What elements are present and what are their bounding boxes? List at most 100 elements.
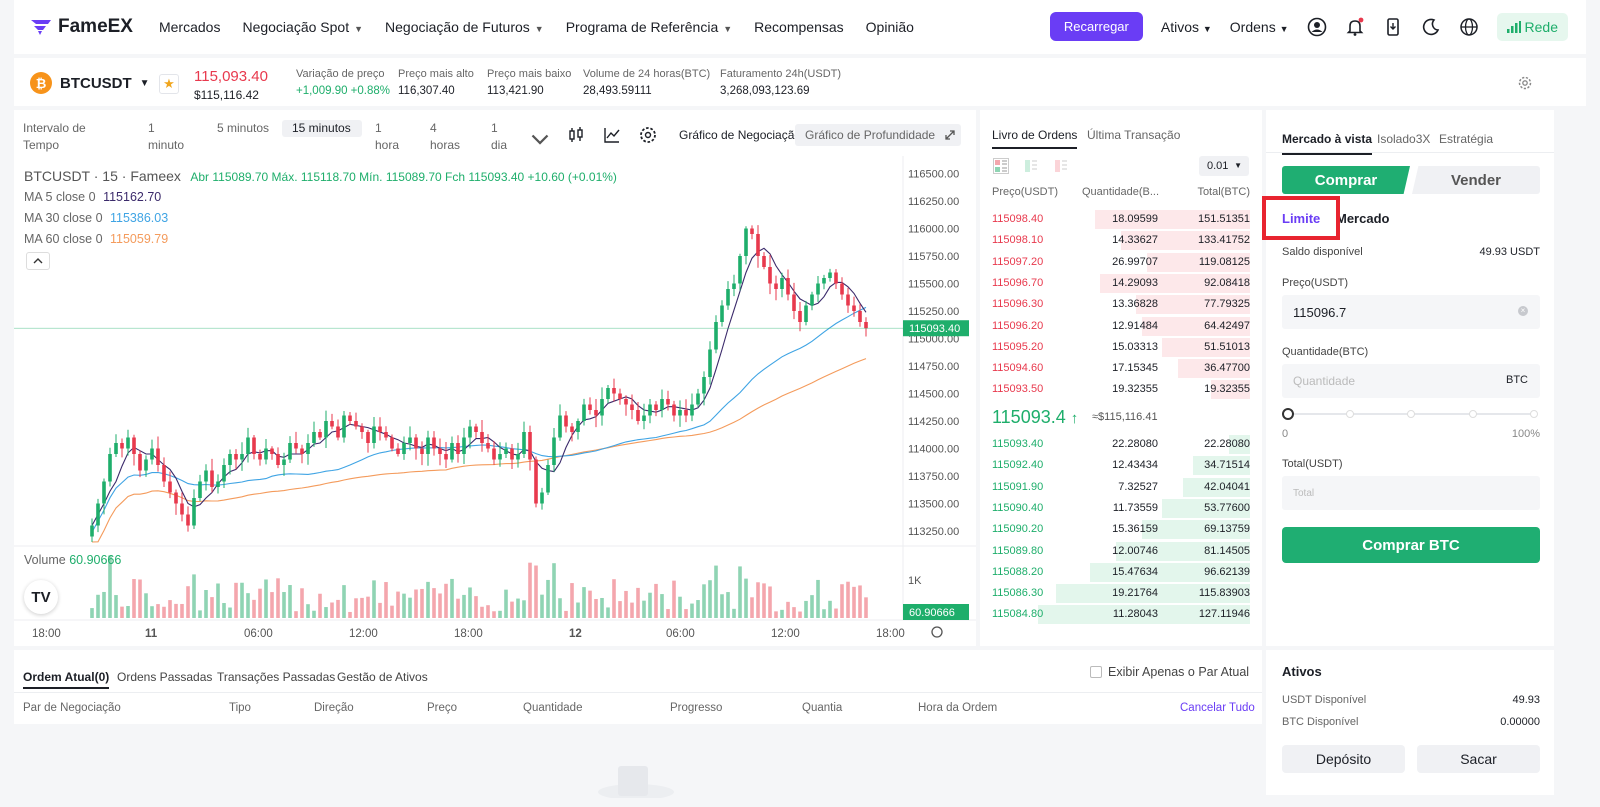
cancel-all-link[interactable]: Cancelar Tudo	[1180, 702, 1255, 714]
candle-body	[576, 421, 580, 432]
tab-depth-chart[interactable]: Gráfico de Profundidade	[795, 124, 946, 146]
buy-tab[interactable]: Comprar	[1282, 166, 1410, 194]
bid-row[interactable]: 115093.40 22.28080 22.28080	[980, 434, 1262, 455]
candle-body	[516, 454, 520, 460]
nav-markets[interactable]: Mercados	[158, 19, 221, 35]
price-input[interactable]: 115096.7 ×	[1282, 295, 1540, 329]
only-current-pair-checkbox[interactable]: Exibir Apenas o Par Atual	[1090, 665, 1249, 679]
tab-isolated[interactable]: Isolado3X	[1377, 132, 1431, 146]
ask-row[interactable]: 115098.40 18.09599 151.51351	[980, 209, 1262, 230]
ask-row[interactable]: 115095.20 15.03313 51.51013	[980, 337, 1262, 358]
nav-feedback[interactable]: Opinião	[865, 19, 914, 35]
ask-row[interactable]: 115096.20 12.91484 64.42497	[980, 316, 1262, 337]
total-input[interactable]: Total	[1282, 476, 1540, 510]
y-tick-label: 115750.00	[908, 251, 959, 263]
quantity-input[interactable]: Quantidade BTC	[1282, 364, 1540, 398]
settings-gear-icon[interactable]	[1518, 76, 1532, 90]
tab-strategy[interactable]: Estratégia	[1439, 132, 1494, 146]
interval-5m[interactable]: 5 minutos	[217, 121, 270, 135]
nav-spot[interactable]: Negociação Spot ▼	[242, 19, 363, 35]
row-total: 77.79325	[1204, 298, 1250, 311]
sell-tab[interactable]: Vender	[1412, 166, 1540, 194]
ask-row[interactable]: 115094.60 17.15345 36.47700	[980, 358, 1262, 379]
interval-1h[interactable]: 1 hora	[375, 121, 400, 152]
interval-15m[interactable]: 15 minutos	[282, 120, 362, 137]
tab-spot[interactable]: Mercado à vista	[1282, 132, 1373, 155]
ask-row[interactable]: 115098.10 14.33627 133.41752	[980, 230, 1262, 251]
nav-rewards[interactable]: Recompensas	[754, 19, 844, 35]
interval-4h[interactable]: 4 horas	[430, 121, 461, 152]
bid-row[interactable]: 115088.20 15.47634 96.62139	[980, 562, 1262, 583]
bid-row[interactable]: 115091.90 7.32527 42.04041	[980, 477, 1262, 498]
pair-selector[interactable]: ₿ BTCUSDT ▼	[30, 72, 150, 94]
main-nav: Mercados Negociação Spot ▼ Negociação de …	[159, 19, 914, 35]
tab-asset-management[interactable]: Gestão de Ativos	[337, 670, 428, 684]
deposit-button[interactable]: Depósito	[1282, 745, 1405, 773]
chevron-down-icon[interactable]	[531, 131, 549, 149]
bid-row[interactable]: 115086.30 19.21764 115.83903	[980, 583, 1262, 604]
slider-mark[interactable]	[1530, 410, 1538, 418]
ask-row[interactable]: 115093.50 19.32355 19.32355	[980, 379, 1262, 400]
download-app-icon[interactable]	[1383, 17, 1403, 37]
tab-past-orders[interactable]: Ordens Passadas	[117, 670, 213, 684]
candle-body	[666, 399, 670, 405]
ask-row[interactable]: 115097.20 26.99707 119.08125	[980, 252, 1262, 273]
col-quantity: Quantidade	[523, 702, 583, 714]
volume-last-tag	[903, 604, 969, 620]
orders-menu[interactable]: Ordens ▼	[1230, 19, 1289, 35]
slider-handle[interactable]	[1282, 408, 1294, 420]
buy-btc-button[interactable]: Comprar BTC	[1282, 527, 1540, 563]
precision-select[interactable]: 0.01 ▼	[1199, 156, 1249, 176]
user-icon[interactable]	[1307, 17, 1327, 37]
slider-mark[interactable]	[1345, 410, 1354, 418]
interval-toolbar: Intervalo de Tempo 1 minuto 5 minutos 15…	[14, 110, 976, 156]
bid-row[interactable]: 115089.80 12.00746 81.14505	[980, 541, 1262, 562]
order-type-market[interactable]: Mercado	[1336, 211, 1390, 226]
tradingview-logo-icon[interactable]: TV	[24, 580, 58, 614]
candle-type-icon[interactable]	[567, 126, 585, 144]
moon-icon[interactable]	[1421, 17, 1441, 37]
fullscreen-button[interactable]	[939, 124, 961, 146]
btc-available-value: 0.00000	[1500, 716, 1540, 728]
clear-icon[interactable]: ×	[1518, 306, 1528, 316]
recharge-button[interactable]: Recarregar	[1049, 12, 1143, 41]
favorite-star-icon[interactable]: ★	[159, 74, 179, 94]
bid-row[interactable]: 115090.20 15.36159 69.13759	[980, 519, 1262, 540]
tab-past-trades[interactable]: Transações Passadas	[217, 670, 336, 684]
volume-bar	[180, 603, 184, 618]
candle-body	[498, 454, 502, 460]
interval-1d[interactable]: 1 dia	[491, 121, 508, 152]
usdt-available-value: 49.93	[1512, 694, 1540, 706]
withdraw-button[interactable]: Sacar	[1417, 745, 1540, 773]
ask-row[interactable]: 115096.30 13.36828 77.79325	[980, 294, 1262, 315]
bid-row[interactable]: 115084.80 11.28043 127.11946	[980, 604, 1262, 625]
interval-1m[interactable]: 1 minuto	[148, 121, 185, 152]
nav-referral[interactable]: Programa de Referência ▼	[566, 19, 732, 35]
candle-body	[810, 294, 814, 306]
slider-mark[interactable]	[1468, 410, 1477, 418]
bid-row[interactable]: 115090.40 11.73559 53.77600	[980, 498, 1262, 519]
slider-mark[interactable]	[1407, 410, 1415, 418]
book-view-both-icon[interactable]	[993, 158, 1009, 174]
chart-settings-icon[interactable]	[639, 126, 657, 144]
ticker-bar: ₿ BTCUSDT ▼ ★ 115,093.40 $115,116.42 Var…	[14, 58, 1586, 106]
book-view-bids-icon[interactable]	[1023, 158, 1039, 174]
bell-icon[interactable]	[1345, 17, 1365, 37]
book-view-asks-icon[interactable]	[1053, 158, 1069, 174]
collapse-legend-button[interactable]	[26, 252, 50, 270]
bid-row[interactable]: 115092.40 12.43434 34.71514	[980, 455, 1262, 476]
volume-bar	[624, 590, 628, 618]
fameex-logo[interactable]: FameEX	[30, 16, 133, 38]
globe-icon[interactable]	[1459, 17, 1479, 37]
network-status-button[interactable]: Rede	[1496, 12, 1568, 41]
tab-order-book[interactable]: Livro de Ordens	[992, 128, 1078, 149]
tab-last-trades[interactable]: Última Transação	[1087, 128, 1181, 142]
ask-row[interactable]: 115096.70 14.29093 92.08418	[980, 273, 1262, 294]
indicator-icon[interactable]	[603, 126, 621, 144]
assets-menu[interactable]: Ativos ▼	[1161, 19, 1212, 35]
tab-current-orders[interactable]: Ordem Atual(0)	[23, 670, 110, 689]
price-chart[interactable]: 116500.00 116250.00 116000.00 115750.00 1155…	[14, 110, 976, 646]
nav-futures[interactable]: Negociação de Futuros ▼	[385, 19, 544, 35]
order-type-limit[interactable]: Limite	[1282, 211, 1321, 226]
tab-trading-chart[interactable]: Gráfico de Negociação	[679, 128, 802, 142]
